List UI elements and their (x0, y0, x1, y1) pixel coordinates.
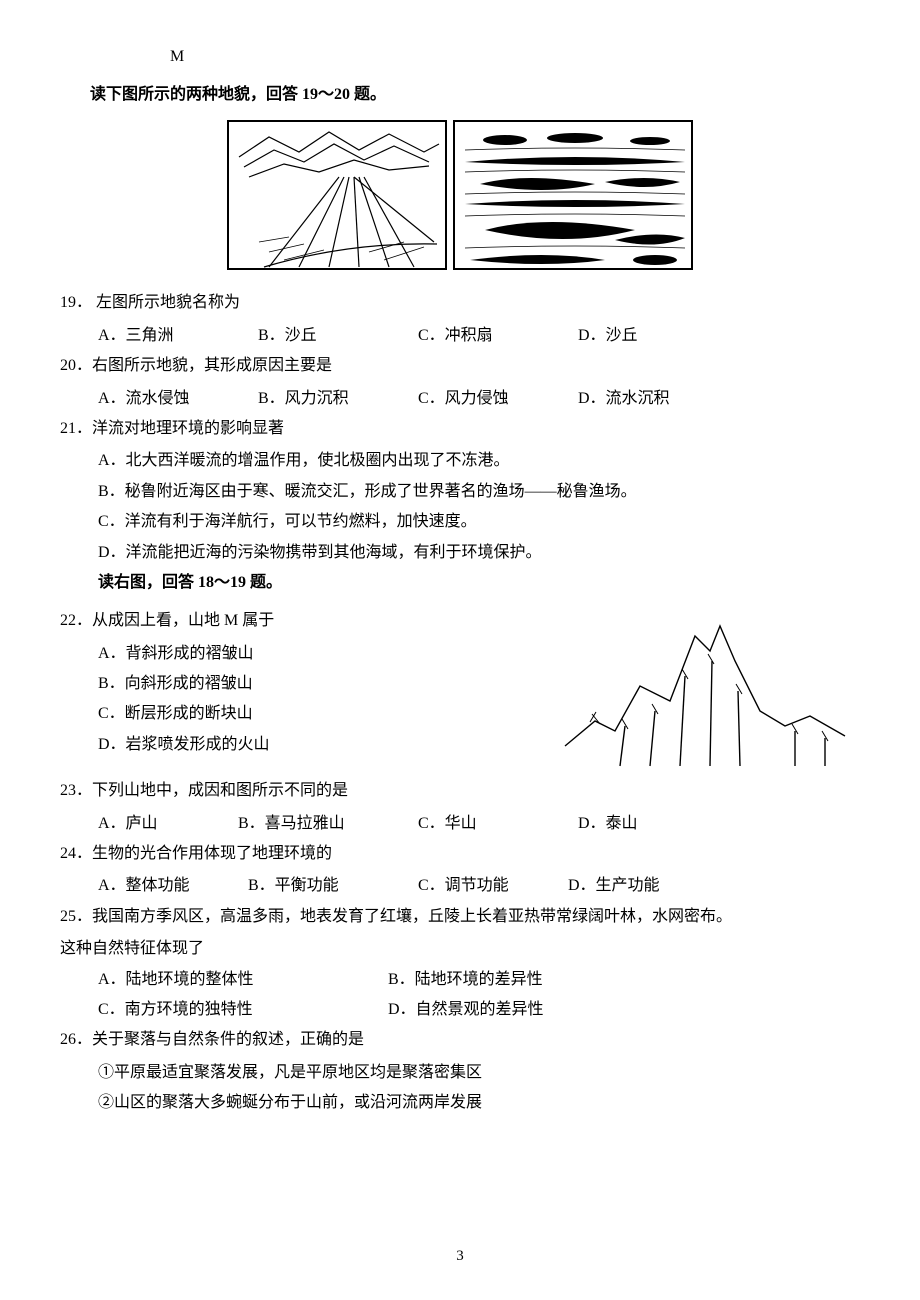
page-number: 3 (0, 1242, 920, 1271)
q23-opt-c: C．华山 (418, 809, 578, 839)
q23-num: 23． (60, 782, 92, 799)
image-alluvial-fan (227, 120, 447, 270)
q25-stem2: 这种自然特征体现了 (60, 934, 860, 964)
q26-stem: 关于聚落与自然条件的叙述，正确的是 (92, 1031, 364, 1048)
q21-opt-a: A．北大西洋暖流的增温作用，使北极圈内出现了不冻港。 (98, 446, 860, 476)
q20-opt-b: B．风力沉积 (258, 384, 418, 414)
q21-opt-b: B．秘鲁附近海区由于寒、暖流交汇，形成了世界著名的渔场――秘鲁渔场。 (98, 477, 860, 507)
q21-stem: 洋流对地理环境的影响显著 (92, 420, 284, 437)
q24-opt-b: B．平衡功能 (248, 871, 418, 901)
q20-opt-d: D．流水沉积 (578, 384, 738, 414)
question-19: 19． 左图所示地貌名称为 (60, 288, 860, 318)
image-row (60, 120, 860, 270)
m-label: M (170, 42, 184, 72)
q20-stem: 右图所示地貌，其形成原因主要是 (92, 357, 332, 374)
q19-opt-b: B．沙丘 (258, 321, 418, 351)
q24-options: A．整体功能 B．平衡功能 C．调节功能 D．生产功能 (98, 871, 860, 901)
question-23: 23．下列山地中，成因和图所示不同的是 (60, 776, 860, 806)
q20-opt-a: A．流水侵蚀 (98, 384, 258, 414)
q19-stem: 左图所示地貌名称为 (92, 294, 240, 311)
image-yardang (453, 120, 693, 270)
q19-opt-a: A．三角洲 (98, 321, 258, 351)
q26-s2: ②山区的聚落大多蜿蜒分布于山前，或沿河流两岸发展 (98, 1088, 860, 1118)
q23-stem: 下列山地中，成因和图所示不同的是 (92, 782, 348, 799)
mountain-diagram: M (560, 606, 850, 776)
q23-opt-a: A．庐山 (98, 809, 238, 839)
intro-2: 读右图，回答 18～19 题。 (98, 568, 860, 598)
q21-num: 21． (60, 420, 92, 437)
question-26: 26．关于聚落与自然条件的叙述，正确的是 (60, 1025, 860, 1055)
q21-opt-d: D．洋流能把近海的污染物携带到其他海域，有利于环境保护。 (98, 538, 860, 568)
q23-options: A．庐山 B．喜马拉雅山 C．华山 D．泰山 (98, 809, 860, 839)
intro-1: 读下图所示的两种地貌，回答 19～20 题。 (90, 80, 860, 110)
q25-opt-c: C．南方环境的独特性 (98, 995, 388, 1025)
q25-opt-a: A．陆地环境的整体性 (98, 965, 388, 995)
q21-opt-c: C．洋流有利于海洋航行，可以节约燃料，加快速度。 (98, 507, 860, 537)
q24-stem: 生物的光合作用体现了地理环境的 (92, 845, 332, 862)
q25-options-2: C．南方环境的独特性 D．自然景观的差异性 (98, 995, 860, 1025)
q23-opt-d: D．泰山 (578, 809, 718, 839)
q25-num: 25． (60, 908, 92, 925)
q22-num: 22． (60, 612, 92, 629)
q20-options: A．流水侵蚀 B．风力沉积 C．风力侵蚀 D．流水沉积 (98, 384, 860, 414)
q26-num: 26． (60, 1031, 92, 1048)
question-21: 21．洋流对地理环境的影响显著 (60, 414, 860, 444)
q19-opt-d: D．沙丘 (578, 321, 738, 351)
question-20: 20．右图所示地貌，其形成原因主要是 (60, 351, 860, 381)
q20-opt-c: C．风力侵蚀 (418, 384, 578, 414)
q25-opt-d: D．自然景观的差异性 (388, 995, 678, 1025)
q24-opt-a: A．整体功能 (98, 871, 248, 901)
q25-opt-b: B．陆地环境的差异性 (388, 965, 678, 995)
q19-opt-c: C．冲积扇 (418, 321, 578, 351)
q24-num: 24． (60, 845, 92, 862)
q23-opt-b: B．喜马拉雅山 (238, 809, 418, 839)
q19-options: A．三角洲 B．沙丘 C．冲积扇 D．沙丘 (98, 321, 860, 351)
q19-num: 19． (60, 294, 92, 311)
q24-opt-c: C．调节功能 (418, 871, 568, 901)
q24-opt-d: D．生产功能 (568, 871, 718, 901)
question-24: 24．生物的光合作用体现了地理环境的 (60, 839, 860, 869)
q26-s1: ①平原最适宜聚落发展，凡是平原地区均是聚落密集区 (98, 1058, 860, 1088)
q20-num: 20． (60, 357, 92, 374)
q25-stem: 我国南方季风区，高温多雨，地表发育了红壤，丘陵上长着亚热带常绿阔叶林，水网密布。 (92, 908, 732, 925)
q25-options-1: A．陆地环境的整体性 B．陆地环境的差异性 (98, 965, 860, 995)
question-25: 25．我国南方季风区，高温多雨，地表发育了红壤，丘陵上长着亚热带常绿阔叶林，水网… (60, 902, 860, 932)
q22-stem: 从成因上看，山地 M 属于 (92, 612, 274, 629)
